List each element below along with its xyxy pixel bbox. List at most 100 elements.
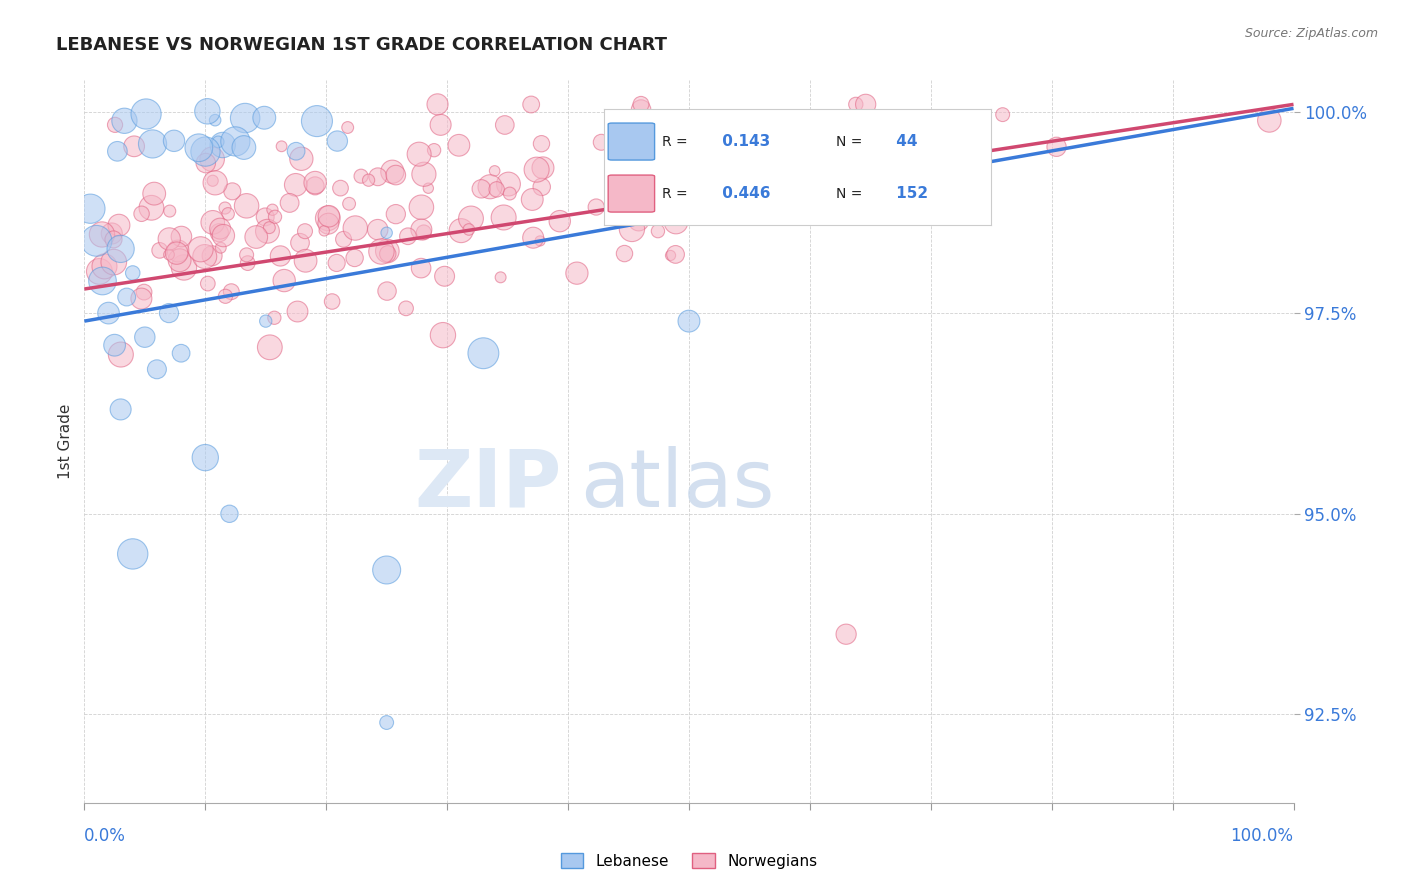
Point <box>520 97 543 112</box>
Point <box>530 180 553 194</box>
Point <box>103 232 125 246</box>
Text: LEBANESE VS NORWEGIAN 1ST GRADE CORRELATION CHART: LEBANESE VS NORWEGIAN 1ST GRADE CORRELAT… <box>56 36 668 54</box>
Point <box>141 201 163 215</box>
Point <box>485 182 508 196</box>
Point <box>531 161 554 175</box>
Point <box>765 137 787 152</box>
Point <box>855 97 877 112</box>
Point <box>201 174 224 188</box>
Point <box>143 186 166 201</box>
Point <box>450 224 472 238</box>
Point <box>316 211 339 226</box>
Point <box>235 248 257 262</box>
Point <box>173 260 195 275</box>
Point <box>232 140 254 154</box>
Point <box>290 152 312 166</box>
Point <box>470 182 492 196</box>
Point <box>489 270 512 285</box>
Point <box>86 234 108 248</box>
Point <box>217 207 239 221</box>
Point <box>499 186 522 201</box>
Point <box>620 222 643 236</box>
Point <box>170 229 193 244</box>
Point <box>716 197 738 211</box>
Point <box>263 310 285 325</box>
Point <box>208 226 231 240</box>
Text: ZIP: ZIP <box>415 446 562 524</box>
Point <box>97 306 120 320</box>
Point <box>224 135 246 149</box>
Point <box>332 232 354 246</box>
Point <box>197 277 219 291</box>
Point <box>830 169 852 184</box>
Point <box>412 226 434 240</box>
Point <box>132 285 155 299</box>
Point <box>447 138 470 153</box>
Point <box>157 232 180 246</box>
Point <box>157 247 180 261</box>
Point <box>613 246 636 260</box>
Point <box>845 97 868 112</box>
Point <box>565 266 588 280</box>
Point <box>209 221 232 235</box>
Point <box>233 111 256 125</box>
Point <box>522 193 544 207</box>
Point <box>530 136 553 151</box>
Point <box>803 131 825 145</box>
Point <box>367 222 389 236</box>
Point <box>526 162 548 177</box>
Point <box>1258 113 1281 128</box>
Point <box>325 256 347 270</box>
Point <box>370 244 392 259</box>
Point <box>194 250 217 264</box>
Point <box>79 202 101 216</box>
Point <box>105 145 128 159</box>
Point <box>135 107 157 121</box>
Point <box>131 207 153 221</box>
Point <box>211 138 233 153</box>
Point <box>114 113 136 128</box>
Point <box>121 266 143 280</box>
Point <box>131 292 153 306</box>
Point <box>167 244 190 258</box>
Point <box>269 249 291 263</box>
Point <box>429 118 451 132</box>
Point <box>492 211 515 225</box>
Point <box>221 285 243 299</box>
Point <box>418 181 440 195</box>
Point <box>375 244 398 258</box>
Point <box>236 256 259 270</box>
Point <box>170 346 193 360</box>
Point <box>835 627 858 641</box>
Point <box>169 253 191 268</box>
Point <box>991 108 1014 122</box>
Point <box>357 173 380 187</box>
Point <box>1045 140 1067 154</box>
Point <box>740 153 762 167</box>
Legend: Lebanese, Norwegians: Lebanese, Norwegians <box>554 847 824 875</box>
Point <box>288 235 311 250</box>
Point <box>253 111 276 125</box>
Point <box>294 224 316 238</box>
Point <box>432 328 454 343</box>
Point <box>484 164 506 178</box>
Point <box>326 134 349 148</box>
Point <box>134 330 156 344</box>
Point <box>166 246 188 260</box>
Point <box>457 222 479 236</box>
Point <box>367 169 389 184</box>
Point <box>472 346 495 360</box>
Point <box>678 314 700 328</box>
Point <box>529 234 551 248</box>
Point <box>659 140 682 154</box>
Point <box>411 261 433 276</box>
Point <box>385 207 408 221</box>
Point <box>375 563 398 577</box>
Point <box>115 290 138 304</box>
Point <box>207 135 229 149</box>
Point <box>212 228 235 243</box>
Point <box>336 120 359 135</box>
Point <box>201 249 224 263</box>
Point <box>187 141 209 155</box>
Point <box>665 215 688 229</box>
